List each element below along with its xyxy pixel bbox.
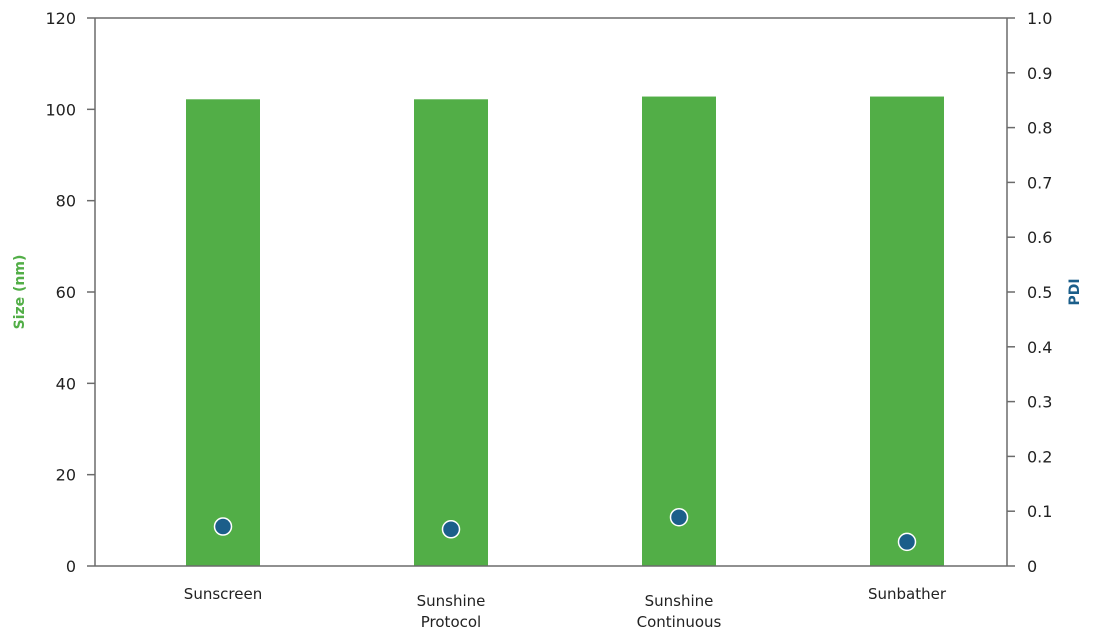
- x-category-label: Protocol: [421, 613, 481, 631]
- x-category-label: Continuous: [637, 613, 722, 631]
- x-category-label: Sunshine: [417, 592, 486, 610]
- y-tick-label: 60: [56, 283, 76, 302]
- y2-tick-label: 0.1: [1027, 502, 1052, 521]
- size-bar: [414, 99, 488, 566]
- pdi-point: [213, 517, 233, 536]
- pdi-point: [897, 532, 917, 552]
- y-tick-label: 0: [66, 557, 76, 576]
- y2-tick-label: 0.9: [1027, 64, 1052, 83]
- y-tick-label: 20: [56, 466, 76, 485]
- y2-tick-label: 0.4: [1027, 338, 1052, 357]
- y-tick-label: 40: [56, 374, 76, 393]
- right-ticks: 0 0.1 0.2 0.3 0.4 0.5 0.6 0.7 0.8 0.9 1.0: [1007, 9, 1052, 576]
- y2-tick-label: 0.8: [1027, 119, 1052, 138]
- y-tick-label: 120: [45, 9, 76, 28]
- y-tick-label: 100: [45, 100, 76, 119]
- pdi-point: [669, 507, 689, 527]
- y2-tick-label: 0.7: [1027, 173, 1052, 192]
- y2-tick-label: 0.2: [1027, 447, 1052, 466]
- category-labels: Sunscreen Sunshine Protocol Sunshine Continu…: [184, 585, 947, 631]
- y2-tick-label: 0.5: [1027, 283, 1052, 302]
- y-axis-title: Size (nm): [12, 255, 28, 330]
- y-tick-label: 80: [56, 192, 76, 211]
- x-category-label: Sunshine: [645, 592, 714, 610]
- size-bar: [186, 99, 260, 566]
- size-bar: [870, 96, 944, 567]
- bars-layer: [186, 96, 944, 567]
- y2-tick-label: 0.3: [1027, 393, 1052, 412]
- y2-axis-title: PDI: [1067, 278, 1083, 305]
- left-ticks: 0 20 40 60 80 100 120: [45, 9, 95, 576]
- pdi-point: [441, 520, 461, 539]
- y2-tick-label: 1.0: [1027, 9, 1052, 28]
- size-bar: [642, 96, 716, 567]
- y2-tick-label: 0.6: [1027, 228, 1052, 247]
- x-category-label: Sunscreen: [184, 585, 262, 603]
- x-category-label: Sunbather: [868, 585, 947, 603]
- y2-tick-label: 0: [1027, 557, 1037, 576]
- pdi-points-layer: [213, 507, 917, 552]
